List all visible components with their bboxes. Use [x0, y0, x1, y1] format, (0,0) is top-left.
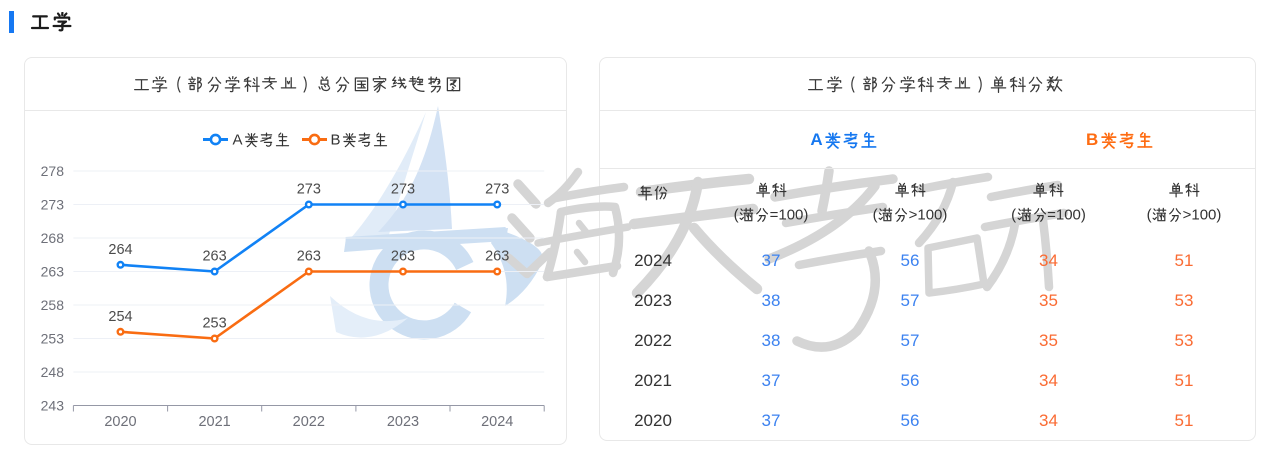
- svg-text:2023: 2023: [387, 414, 419, 430]
- svg-text:243: 243: [41, 398, 65, 414]
- svg-text:263: 263: [202, 249, 226, 265]
- svg-text:264: 264: [108, 242, 132, 258]
- svg-text:258: 258: [41, 297, 65, 313]
- svg-text:273: 273: [391, 182, 415, 198]
- svg-text:2021: 2021: [198, 414, 230, 430]
- svg-text:273: 273: [41, 197, 65, 213]
- svg-text:268: 268: [41, 230, 65, 246]
- svg-text:273: 273: [485, 182, 509, 198]
- svg-text:263: 263: [297, 249, 321, 265]
- svg-text:248: 248: [41, 364, 65, 380]
- svg-text:263: 263: [485, 249, 509, 265]
- svg-text:263: 263: [391, 249, 415, 265]
- svg-text:253: 253: [202, 316, 226, 332]
- svg-text:253: 253: [41, 331, 65, 347]
- svg-text:263: 263: [41, 264, 65, 280]
- svg-text:2024: 2024: [481, 414, 513, 430]
- svg-text:273: 273: [297, 182, 321, 198]
- svg-text:278: 278: [41, 163, 65, 179]
- svg-text:254: 254: [108, 309, 132, 325]
- svg-text:2022: 2022: [293, 414, 325, 430]
- svg-text:2020: 2020: [104, 414, 136, 430]
